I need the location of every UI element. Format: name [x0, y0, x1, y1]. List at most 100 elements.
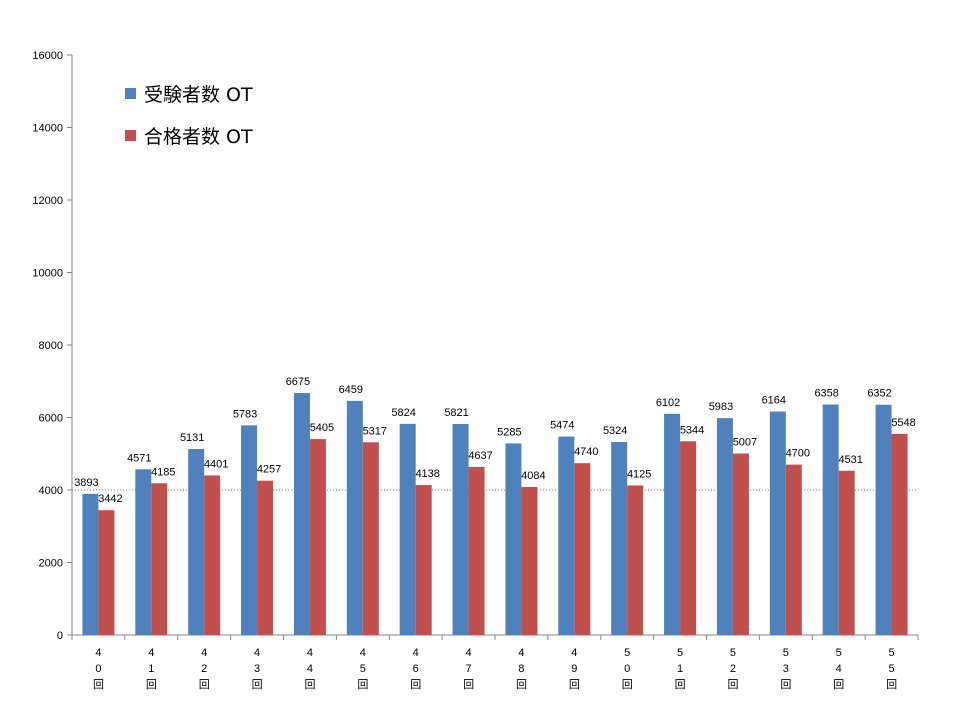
x-category-label: 回	[252, 678, 263, 691]
bar-series-2	[627, 485, 644, 635]
y-tick-label: 8000	[39, 340, 63, 352]
x-category-label: 1	[677, 663, 683, 675]
x-category-label: 4	[360, 647, 366, 659]
x-category-label: 回	[727, 678, 738, 691]
bar-series-1	[241, 425, 258, 635]
y-tick-label: 14000	[32, 123, 63, 135]
data-label-series-1: 3893	[74, 477, 98, 489]
legend-label-series-1: 受験者数 OT	[144, 84, 253, 106]
x-category-label: 5	[836, 647, 842, 659]
x-category-label: 回	[199, 678, 210, 691]
x-category-label: 回	[516, 678, 527, 691]
data-label-series-2: 4138	[415, 468, 439, 480]
x-category-label: 4	[148, 647, 154, 659]
bar-series-2	[151, 483, 168, 635]
x-category-label: 5	[624, 647, 630, 659]
data-label-series-1: 6352	[867, 388, 891, 400]
x-category-label: 6	[413, 663, 419, 675]
data-label-series-1: 6358	[814, 388, 838, 400]
data-label-series-1: 5324	[603, 425, 627, 437]
x-category-label: 4	[254, 647, 260, 659]
x-category-label: 回	[569, 678, 580, 691]
data-label-series-1: 5474	[550, 420, 574, 432]
bar-series-1	[135, 469, 152, 635]
data-label-series-2: 4185	[151, 466, 175, 478]
data-label-series-1: 5821	[444, 407, 468, 419]
x-category-label: 回	[833, 678, 844, 691]
x-category-label: 2	[201, 663, 207, 675]
data-label-series-1: 5285	[497, 426, 521, 438]
data-label-series-1: 5824	[391, 407, 415, 419]
x-category-label: 回	[780, 678, 791, 691]
bar-series-2	[838, 470, 855, 635]
legend-swatch-series-1	[125, 88, 136, 99]
y-tick-label: 0	[57, 630, 63, 642]
bar-series-2	[98, 510, 115, 635]
data-label-series-2: 4700	[786, 448, 810, 460]
data-label-series-2: 5007	[733, 436, 757, 448]
bar-series-2	[891, 433, 908, 635]
data-label-series-2: 4531	[838, 454, 862, 466]
x-category-label: 回	[886, 678, 897, 691]
data-label-series-2: 5548	[891, 417, 915, 429]
x-category-label: 2	[730, 663, 736, 675]
x-category-label: 4	[413, 647, 419, 659]
data-label-series-2: 3442	[98, 493, 122, 505]
bar-series-2	[362, 442, 379, 635]
bars	[82, 393, 908, 635]
x-category-label: 5	[730, 647, 736, 659]
bar-series-1	[346, 400, 363, 635]
y-tick-label: 12000	[32, 195, 63, 207]
data-label-series-1: 5783	[233, 408, 257, 420]
y-tick-label: 4000	[39, 485, 63, 497]
bar-series-2	[204, 475, 221, 635]
x-category-label: 回	[463, 678, 474, 691]
data-label-series-2: 5317	[363, 425, 387, 437]
x-category-label: 0	[95, 663, 101, 675]
x-category-label: 8	[518, 663, 524, 675]
x-category-label: 回	[675, 678, 686, 691]
bar-series-1	[399, 423, 416, 635]
x-category-label: 5	[889, 647, 895, 659]
bar-series-2	[415, 484, 432, 635]
bar-series-1	[452, 423, 469, 635]
x-category-labels: 4 0 回 4 1 回 4 2 回 4 3 回 4 4 回 4 5 回 4 6 回 4 7 回 4 8 回 4 9 回 5 0 回 5 1 回 5 2 回 5…	[93, 647, 897, 691]
data-label-series-1: 4571	[127, 452, 151, 464]
y-tick-label: 10000	[32, 268, 63, 280]
data-label-series-1: 6164	[762, 395, 786, 407]
bar-series-1	[505, 443, 522, 635]
data-label-series-2: 4084	[521, 470, 545, 482]
data-label-series-2: 4401	[204, 458, 228, 470]
bar-series-1	[558, 436, 575, 635]
x-category-label: 回	[304, 678, 315, 691]
data-label-series-1: 6102	[656, 397, 680, 409]
bar-series-1	[293, 393, 310, 635]
legend-label-series-2: 合格者数 OT	[144, 126, 253, 148]
bar-series-1	[716, 418, 733, 635]
x-category-label: 4	[836, 663, 842, 675]
y-tick-label: 6000	[39, 413, 63, 425]
x-category-label: 9	[571, 663, 577, 675]
bar-series-1	[82, 493, 99, 635]
x-category-label: 4	[307, 647, 313, 659]
x-category-label: 5	[677, 647, 683, 659]
data-label-series-1: 5131	[180, 432, 204, 444]
x-category-label: 3	[783, 663, 789, 675]
legend: 受験者数 OT 合格者数 OT	[125, 84, 253, 148]
x-category-label: 回	[146, 678, 157, 691]
x-category-label: 回	[357, 678, 368, 691]
bar-series-2	[574, 463, 591, 635]
x-category-label: 回	[410, 678, 421, 691]
bar-series-2	[257, 480, 274, 635]
bar-series-2	[521, 486, 538, 635]
bar-series-1	[188, 449, 205, 635]
y-tick-label: 16000	[32, 50, 63, 62]
x-category-label: 回	[622, 678, 633, 691]
bar-series-1	[875, 404, 892, 635]
x-category-label: 5	[360, 663, 366, 675]
x-category-label: 4	[95, 647, 101, 659]
y-tick-label: 2000	[39, 558, 63, 570]
bar-series-2	[680, 441, 697, 635]
